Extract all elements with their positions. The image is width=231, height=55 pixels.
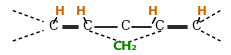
Text: C: C: [192, 20, 201, 33]
Text: C: C: [82, 20, 92, 33]
Text: C: C: [154, 20, 164, 33]
Text: C: C: [48, 20, 58, 33]
Text: H: H: [197, 5, 207, 18]
Text: H: H: [148, 5, 158, 18]
Text: H: H: [76, 5, 86, 18]
Text: H: H: [55, 5, 64, 18]
Text: C: C: [120, 20, 129, 33]
Text: CH₂: CH₂: [112, 40, 137, 53]
